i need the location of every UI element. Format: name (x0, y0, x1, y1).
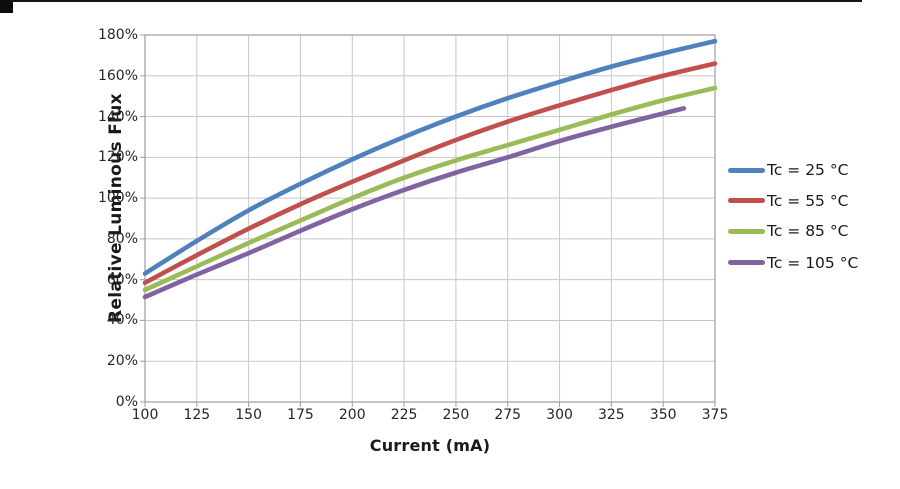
x-tick-label: 275 (494, 407, 522, 423)
legend-line-swatch (728, 260, 765, 266)
y-tick-label: 20% (106, 353, 138, 370)
y-tick-label: 160% (97, 67, 138, 84)
y-tick-label: 40% (106, 312, 138, 329)
legend-item-1: Tc = 55 °C (728, 190, 848, 212)
y-tick-label: 0% (115, 394, 138, 410)
x-tick-label: 225 (390, 407, 418, 423)
y-tick-label: 60% (106, 271, 138, 288)
x-tick-label: 200 (338, 407, 366, 423)
y-tick-label: 80% (106, 230, 138, 247)
legend-item-0: Tc = 25 °C (728, 159, 848, 181)
legend-label: Tc = 55 °C (767, 191, 849, 210)
legend-item-2: Tc = 85 °C (728, 220, 848, 242)
x-tick-label: 150 (235, 407, 262, 423)
series-line-3 (142, 106, 687, 300)
legend-label: Tc = 25 °C (767, 161, 849, 179)
series-line-2 (142, 85, 718, 293)
legend-item-3: Tc = 105 °C (728, 252, 858, 274)
series-line-0 (142, 38, 718, 276)
y-tick-label: 100% (97, 190, 138, 207)
legend-line-swatch (728, 198, 765, 204)
legend-line-swatch (728, 167, 765, 173)
y-tick-label: 140% (97, 108, 138, 125)
legend-label: Tc = 85 °C (767, 222, 849, 241)
x-tick-label: 350 (649, 407, 677, 423)
y-tick-label: 120% (97, 149, 138, 166)
y-axis-title: Relative Luminous Flux (106, 93, 126, 323)
x-tick-label: 125 (183, 407, 211, 423)
legend-line-swatch (728, 228, 765, 234)
scan-artifact-corner (0, 0, 13, 13)
x-tick-label: 300 (546, 407, 573, 423)
x-axis-title: Current (mA) (369, 436, 491, 455)
x-tick-label: 100 (131, 407, 159, 423)
scan-artifact-top-line (10, 0, 862, 2)
x-tick-label: 325 (597, 407, 625, 423)
y-tick-label: 180% (97, 27, 138, 43)
x-tick-label: 175 (287, 407, 314, 423)
x-tick-label: 375 (701, 407, 729, 423)
series-line-1 (142, 61, 718, 286)
plot-border (144, 34, 716, 403)
x-tick-label: 250 (442, 407, 470, 423)
legend-label: Tc = 105 °C (767, 253, 859, 272)
